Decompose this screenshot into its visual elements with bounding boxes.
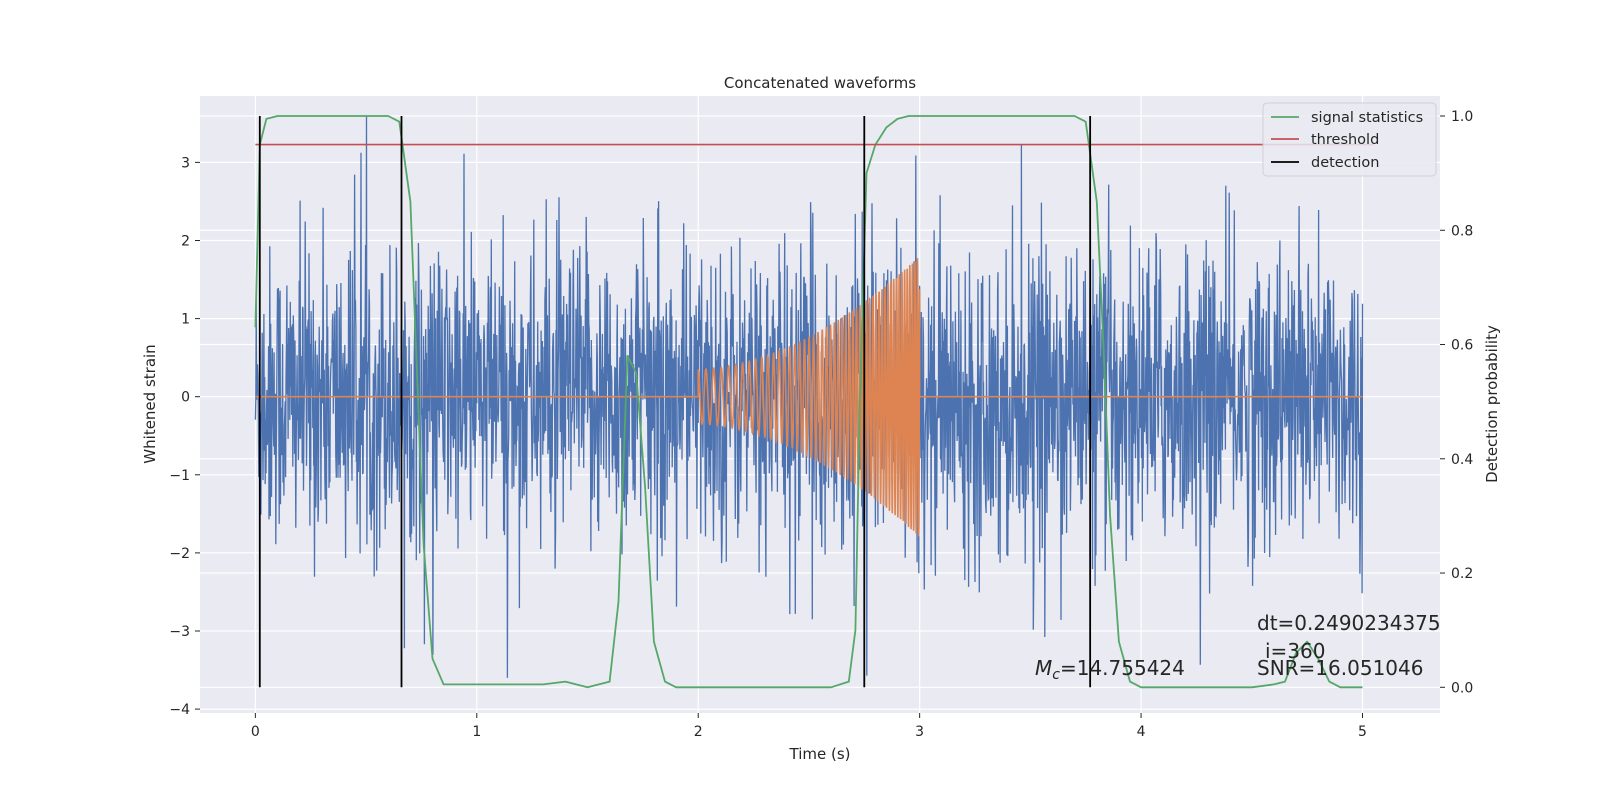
i-annotation: i=360 <box>1265 639 1326 663</box>
y-tick-label: −2 <box>169 546 190 562</box>
y2-tick-label: 0.0 <box>1451 680 1473 696</box>
x-tick-label: 5 <box>1358 724 1367 740</box>
y2-tick-label: 0.2 <box>1451 566 1473 582</box>
legend-label-detection: detection <box>1311 155 1379 171</box>
y2-tick-label: 0.6 <box>1451 338 1473 354</box>
x-tick-label: 4 <box>1137 724 1146 740</box>
mc-annotation: Mc=14.755424 <box>1035 656 1185 683</box>
y-tick-label: 2 <box>181 233 190 249</box>
y-tick-label: −4 <box>169 702 190 718</box>
legend: signal statistics threshold detection <box>1262 102 1437 177</box>
legend-label-signal-statistics: signal statistics <box>1311 110 1423 126</box>
annotations: Mc=14.755424 dt=0.2490234375 i=360 SNR=1… <box>1035 611 1441 683</box>
y2-axis-label: Detection probability <box>1483 325 1501 483</box>
legend-box <box>1262 102 1437 177</box>
injection-series <box>255 258 1363 537</box>
y-tick-label: 1 <box>181 312 190 328</box>
y-tick-label: −3 <box>169 624 190 640</box>
x-tick-label: 2 <box>694 724 703 740</box>
x-axis-label: Time (s) <box>789 745 851 763</box>
chart-title: Concatenated waveforms <box>724 74 916 92</box>
y2-tick-label: 0.8 <box>1451 223 1473 239</box>
y-tick-label: 3 <box>181 155 190 171</box>
snr-annotation: SNR=16.051046 <box>1257 656 1423 680</box>
dt-annotation: dt=0.2490234375 <box>1257 611 1441 635</box>
y-tick-label: 0 <box>181 390 190 406</box>
signal-statistics-series <box>254 115 1363 689</box>
y2-tick-label: 0.4 <box>1451 452 1473 468</box>
y-axis-label: Whitened strain <box>141 344 159 463</box>
data-layer <box>254 115 1374 689</box>
ticks: 0 1 2 3 4 5 −4 −3 −2 −1 0 1 2 3 0.0 0.2 0.4 0.6 0.8 1.0 <box>169 109 1473 740</box>
y2-tick-label: 1.0 <box>1451 109 1473 125</box>
x-tick-label: 3 <box>915 724 924 740</box>
x-tick-label: 1 <box>472 724 481 740</box>
y-tick-label: −1 <box>169 468 190 484</box>
legend-label-threshold: threshold <box>1311 132 1379 148</box>
x-tick-label: 0 <box>251 724 260 740</box>
